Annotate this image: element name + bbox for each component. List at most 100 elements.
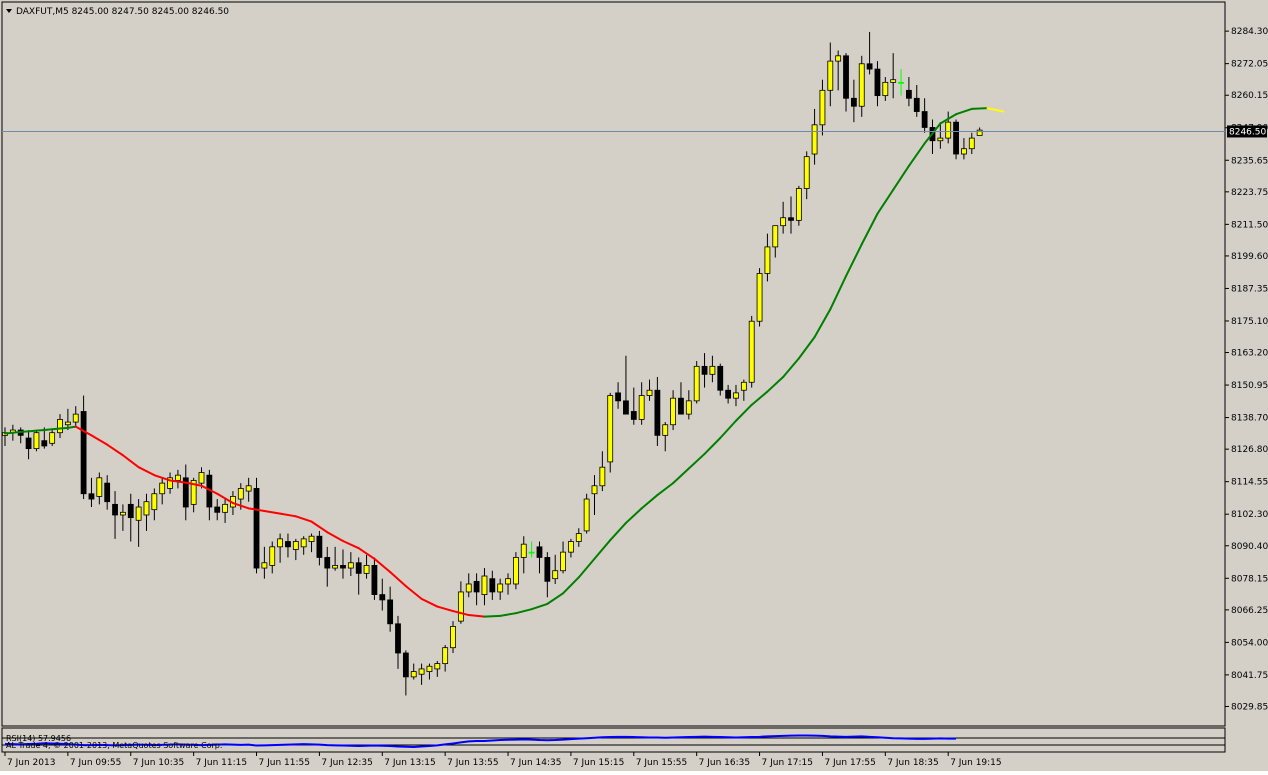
candle-body	[324, 557, 331, 569]
ma-segment	[703, 437, 722, 455]
candle-body	[953, 121, 959, 155]
ma-segment	[200, 484, 219, 495]
candle-body	[874, 68, 881, 97]
ma-segment	[43, 428, 54, 432]
ma-segment	[483, 614, 502, 618]
ma-segment	[719, 419, 737, 440]
candle-body	[497, 583, 504, 593]
ma-segment	[404, 585, 423, 600]
y-tick-label: 8284.30	[1231, 27, 1268, 37]
ma-segment	[672, 467, 690, 485]
candle-body	[819, 89, 826, 126]
y-tick-label: 8102.30	[1231, 510, 1268, 520]
ma-segment	[829, 275, 848, 311]
dropdown-triangle-icon[interactable]	[6, 9, 12, 13]
ma-segment	[35, 429, 46, 432]
y-tick-label: 8235.65	[1231, 156, 1268, 166]
ma-segment	[153, 474, 172, 482]
ma-segment	[499, 612, 517, 617]
y-tick-label: 8187.35	[1231, 284, 1268, 294]
candle-body	[237, 488, 244, 500]
candle-body	[662, 424, 669, 436]
candle-body	[473, 580, 480, 593]
candle-body	[536, 546, 543, 558]
x-tick-label: 7 Jun 15:55	[636, 758, 687, 768]
candle-body	[167, 477, 173, 489]
candle-body	[285, 541, 291, 548]
ma-segment	[955, 107, 973, 116]
y-tick-label: 8041.75	[1231, 671, 1268, 681]
ma-segment	[562, 576, 580, 595]
candle-body	[866, 63, 873, 70]
y-tick-label: 8199.60	[1231, 252, 1268, 262]
candle-body	[363, 565, 370, 574]
candle-body	[316, 535, 323, 558]
ma-segment	[263, 509, 282, 515]
ma-segment	[860, 212, 879, 246]
indicator-label: AL Trade 4, © 2001-2013, MetaQuotes Soft…	[6, 741, 222, 750]
ma-segment	[310, 520, 329, 534]
candle-body	[198, 472, 205, 484]
y-tick-label: 8163.20	[1231, 349, 1268, 359]
ma-segment	[66, 425, 77, 429]
ma-segment	[121, 454, 140, 469]
candle-body	[143, 501, 150, 516]
candle-body	[520, 543, 527, 558]
y-tick-label: 8126.80	[1231, 445, 1268, 455]
ma-segment	[4, 431, 14, 435]
x-tick-label: 7 Jun 13:15	[384, 758, 435, 768]
candle-body	[269, 546, 276, 566]
candle-body	[49, 432, 56, 444]
ma-segment	[640, 494, 659, 510]
ma-segment	[907, 142, 926, 167]
candle-body	[245, 485, 252, 492]
y-tick-label: 8090.40	[1231, 542, 1268, 552]
x-tick-label: 7 Jun 15:15	[573, 758, 624, 768]
candle-body	[670, 397, 676, 426]
candle-body	[96, 477, 103, 497]
x-tick-label: 7 Jun 19:15	[950, 758, 1001, 768]
candle-body	[450, 626, 456, 649]
candle-body	[882, 81, 889, 97]
candle-body	[292, 541, 299, 550]
candle-body	[340, 565, 346, 569]
y-axis: 8284.308272.058260.158247.908235.658223.…	[1225, 27, 1268, 712]
ma-segment	[106, 443, 124, 457]
candle-body	[607, 395, 614, 463]
ma-segment	[813, 308, 832, 339]
ma-segment	[231, 502, 250, 510]
candle-body	[135, 506, 142, 521]
main-pane[interactable]	[1, 1, 1226, 727]
candle-body	[717, 365, 724, 391]
candle-body	[127, 503, 134, 519]
candle-body	[654, 389, 661, 436]
ma-segment	[514, 608, 533, 615]
candle-body	[222, 503, 228, 513]
candle-body	[300, 538, 307, 548]
candle-body	[591, 485, 598, 495]
candle-body	[175, 474, 181, 481]
indicator-pane[interactable]	[1, 727, 1226, 753]
candle-body	[112, 503, 118, 516]
ma-segment	[876, 188, 895, 215]
candle-body	[418, 668, 425, 675]
candle-body	[937, 137, 944, 142]
candle-body	[190, 480, 197, 505]
x-tick-label: 7 Jun 12:35	[321, 758, 372, 768]
candle-body	[41, 440, 48, 447]
ma-segment	[923, 122, 942, 145]
candle-body	[120, 511, 126, 516]
ma-segment	[27, 429, 38, 433]
candle-body	[748, 320, 755, 383]
ma-segment	[892, 164, 910, 191]
candle-body	[159, 482, 166, 495]
ma-segment	[782, 357, 800, 378]
candle-body	[843, 55, 849, 99]
x-tick-label: 7 Jun 11:15	[196, 758, 247, 768]
ma-segment	[845, 243, 863, 278]
candle-body	[733, 392, 739, 399]
current-price-badge	[1227, 125, 1267, 138]
candle-body	[976, 129, 983, 136]
